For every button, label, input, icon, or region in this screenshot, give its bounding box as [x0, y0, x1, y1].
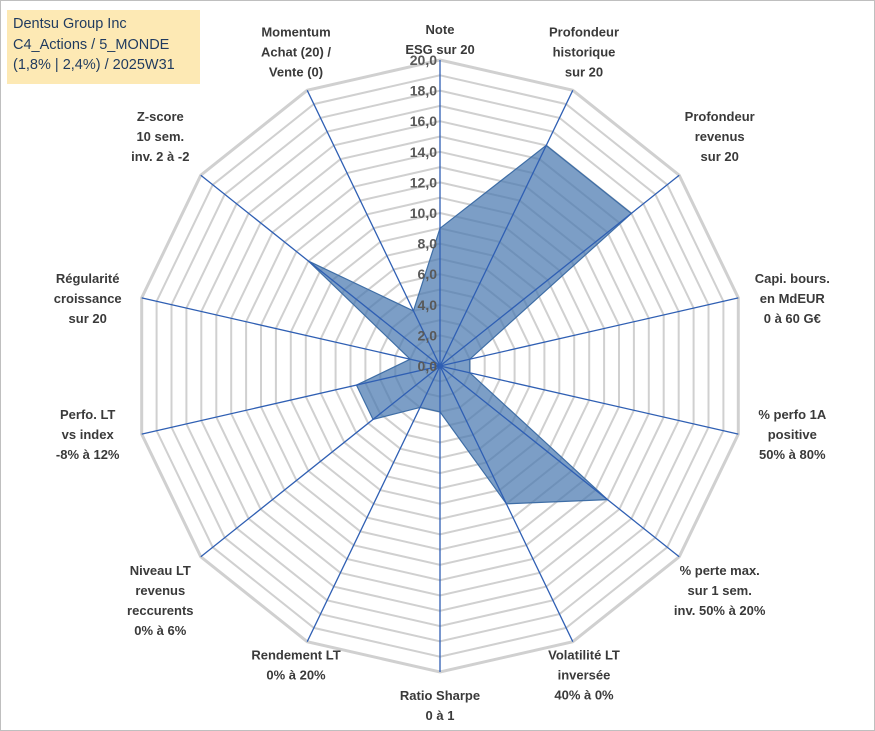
axis-label-8: Rendement LT 0% à 20% — [251, 648, 340, 683]
tick-label: 20,0 — [410, 52, 437, 68]
chart-title-box: Dentsu Group Inc C4_Actions / 5_MONDE (1… — [7, 10, 200, 84]
tick-label: 4,0 — [418, 297, 438, 313]
axis-line-1 — [439, 90, 574, 367]
axis-label-12: Z-score 10 sem. inv. 2 à -2 — [131, 109, 189, 164]
axis-line-9 — [200, 365, 441, 558]
axis-line-12 — [200, 174, 441, 367]
tick-label: 2,0 — [418, 327, 438, 343]
axis-label-1: Profondeur historique sur 20 — [549, 24, 619, 79]
tick-label: 8,0 — [418, 236, 438, 252]
axis-lines-layer — [141, 60, 739, 672]
axis-label-9: Niveau LT revenus reccurents 0% à 6% — [127, 563, 193, 638]
axis-labels-layer: Note ESG sur 20 Profondeur historique sur 20… — [54, 22, 830, 723]
tick-label: 10,0 — [410, 205, 437, 221]
axis-label-0: Note ESG sur 20 — [405, 22, 474, 57]
tick-label: 16,0 — [410, 113, 437, 129]
tick-labels-layer: 0,0 2,0 4,0 6,0 8,0 10,0 12,0 14,0 16,0 18,0 20,0 — [410, 52, 437, 374]
axis-line-3 — [439, 297, 739, 367]
axis-label-5: % perte max. sur 1 sem. inv. 50% à 20% — [674, 563, 766, 618]
axis-line-10 — [141, 365, 441, 435]
axis-label-4: % perfo 1A positive 50% à 80% — [758, 407, 827, 462]
axis-label-6: Volatilité LT inversée 40% à 0% — [548, 648, 620, 703]
period-info: (1,8% | 2,4%) / 2025W31 — [13, 57, 175, 73]
tick-label: 18,0 — [410, 83, 437, 99]
axis-label-7: Ratio Sharpe 0 à 1 — [400, 688, 480, 723]
tick-label: 12,0 — [410, 174, 437, 190]
axis-label-11: Régularité croissance sur 20 — [54, 271, 122, 326]
series-layer — [307, 144, 633, 505]
series-polygon — [307, 144, 633, 505]
tick-label: 14,0 — [410, 144, 437, 160]
tick-label: 0,0 — [418, 358, 438, 374]
axis-label-2: Profondeur revenus sur 20 — [685, 109, 755, 164]
axis-line-11 — [141, 297, 441, 367]
axis-label-3: Capi. bours. en MdEUR 0 à 60 G€ — [755, 271, 830, 326]
tick-label: 6,0 — [418, 266, 438, 282]
portfolio-name: C4_Actions / 5_MONDE — [13, 36, 170, 53]
axis-line-8 — [306, 365, 441, 642]
axis-line-2 — [439, 174, 680, 367]
company-name: Dentsu Group Inc — [13, 16, 127, 32]
axis-label-10: Perfo. LT vs index -8% à 12% — [56, 407, 120, 462]
axis-line-6 — [439, 365, 574, 642]
axis-line-4 — [439, 365, 739, 435]
axis-label-13: Momentum Achat (20) / Vente (0) — [261, 24, 331, 79]
axis-line-5 — [439, 365, 680, 558]
axis-line-13 — [306, 90, 441, 367]
